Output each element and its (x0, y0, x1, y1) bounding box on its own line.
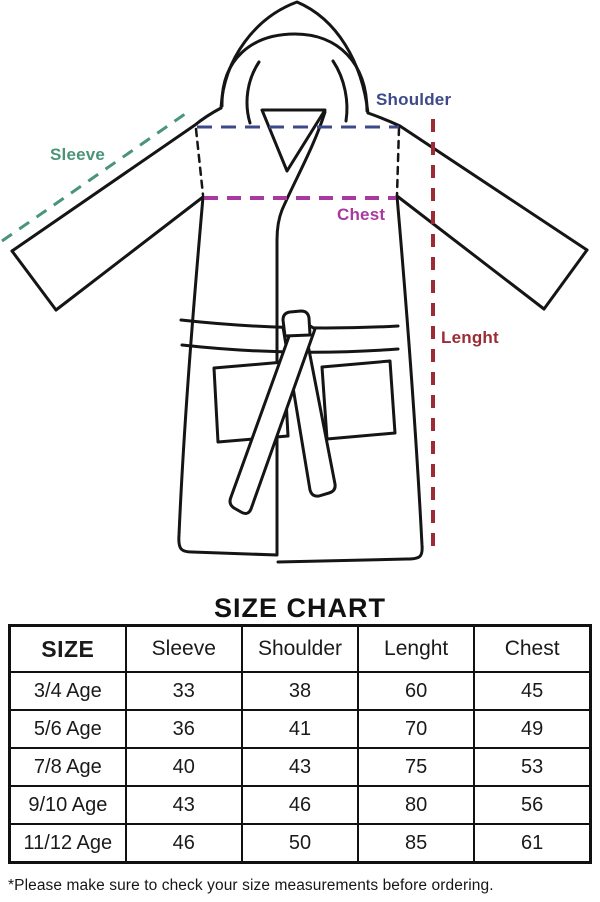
cell-length: 75 (357, 747, 476, 787)
cell-size: 9/10 Age (8, 785, 127, 825)
length-label: Lenght (441, 328, 499, 347)
cell-length: 70 (357, 709, 476, 749)
hood-face-opening-right (331, 59, 349, 123)
hood-inner-edge (220, 32, 369, 113)
cell-shoulder: 50 (240, 823, 360, 864)
right-pocket (320, 359, 397, 441)
body-right-edge-and-hem (276, 194, 424, 564)
shoulder-label: Shoulder (376, 90, 452, 109)
cell-length: 60 (357, 671, 476, 711)
neck-opening-triangle (260, 108, 327, 173)
left-sleeve-underarm (54, 195, 205, 312)
cell-sleeve: 33 (124, 671, 243, 711)
hood-face-opening-left (245, 60, 261, 125)
belt-knot (281, 309, 312, 338)
table-row: 11/12 Age 46 50 85 61 (8, 823, 592, 864)
cell-sleeve: 46 (124, 823, 243, 864)
left-cuff-edge (10, 249, 58, 312)
table-row: 7/8 Age 40 43 75 53 (8, 747, 592, 787)
table-row: 5/6 Age 36 41 70 49 (8, 709, 592, 749)
robe-line-drawing (1, 0, 589, 564)
page-title: SIZE CHART (214, 593, 386, 623)
right-cuff-edge (542, 248, 589, 311)
right-shoulder-sleeve-top (366, 111, 589, 252)
body-left-edge-and-hem (177, 195, 279, 557)
belt-tie-left (228, 315, 317, 515)
left-shoulder-sleeve-top (10, 106, 223, 253)
chest-label: Chest (337, 205, 386, 224)
cell-shoulder: 38 (240, 671, 360, 711)
cell-length: 85 (357, 823, 476, 864)
cell-size: 7/8 Age (8, 747, 127, 787)
cell-chest: 56 (473, 785, 592, 825)
sleeve-measure-line (1, 112, 186, 243)
sleeve-label: Sleeve (50, 145, 106, 164)
cell-shoulder: 41 (240, 709, 360, 749)
cell-sleeve: 40 (124, 747, 243, 787)
cell-size: 3/4 Age (8, 671, 127, 711)
column-header-length: Lenght (357, 624, 476, 673)
table-row: 9/10 Age 43 46 80 56 (8, 785, 592, 825)
cell-sleeve: 36 (124, 709, 243, 749)
right-armpit-dashed-line (395, 126, 401, 197)
cell-chest: 49 (473, 709, 592, 749)
robe-measurement-diagram: Sleeve Shoulder Chest Lenght (1, 0, 589, 564)
cell-chest: 45 (473, 671, 592, 711)
cell-shoulder: 43 (240, 747, 360, 787)
column-header-chest: Chest (473, 624, 592, 673)
cell-chest: 53 (473, 747, 592, 787)
table-header-row: SIZE Sleeve Shoulder Lenght Chest (8, 624, 592, 673)
size-chart-table: SIZE Sleeve Shoulder Lenght Chest 3/4 Ag… (8, 624, 592, 864)
column-header-size: SIZE (8, 624, 127, 673)
front-opening-edge (275, 110, 327, 556)
left-armpit-dashed-line (194, 127, 205, 197)
cell-size: 5/6 Age (8, 709, 127, 749)
right-sleeve-underarm (395, 194, 546, 311)
footnote-text: *Please make sure to check your size mea… (8, 877, 494, 894)
column-header-shoulder: Shoulder (240, 624, 360, 673)
cell-sleeve: 43 (124, 785, 243, 825)
cell-shoulder: 46 (240, 785, 360, 825)
table-row: 3/4 Age 33 38 60 45 (8, 671, 592, 711)
cell-chest: 61 (473, 823, 592, 864)
cell-length: 80 (357, 785, 476, 825)
cell-size: 11/12 Age (8, 823, 127, 864)
column-header-sleeve: Sleeve (124, 624, 243, 673)
